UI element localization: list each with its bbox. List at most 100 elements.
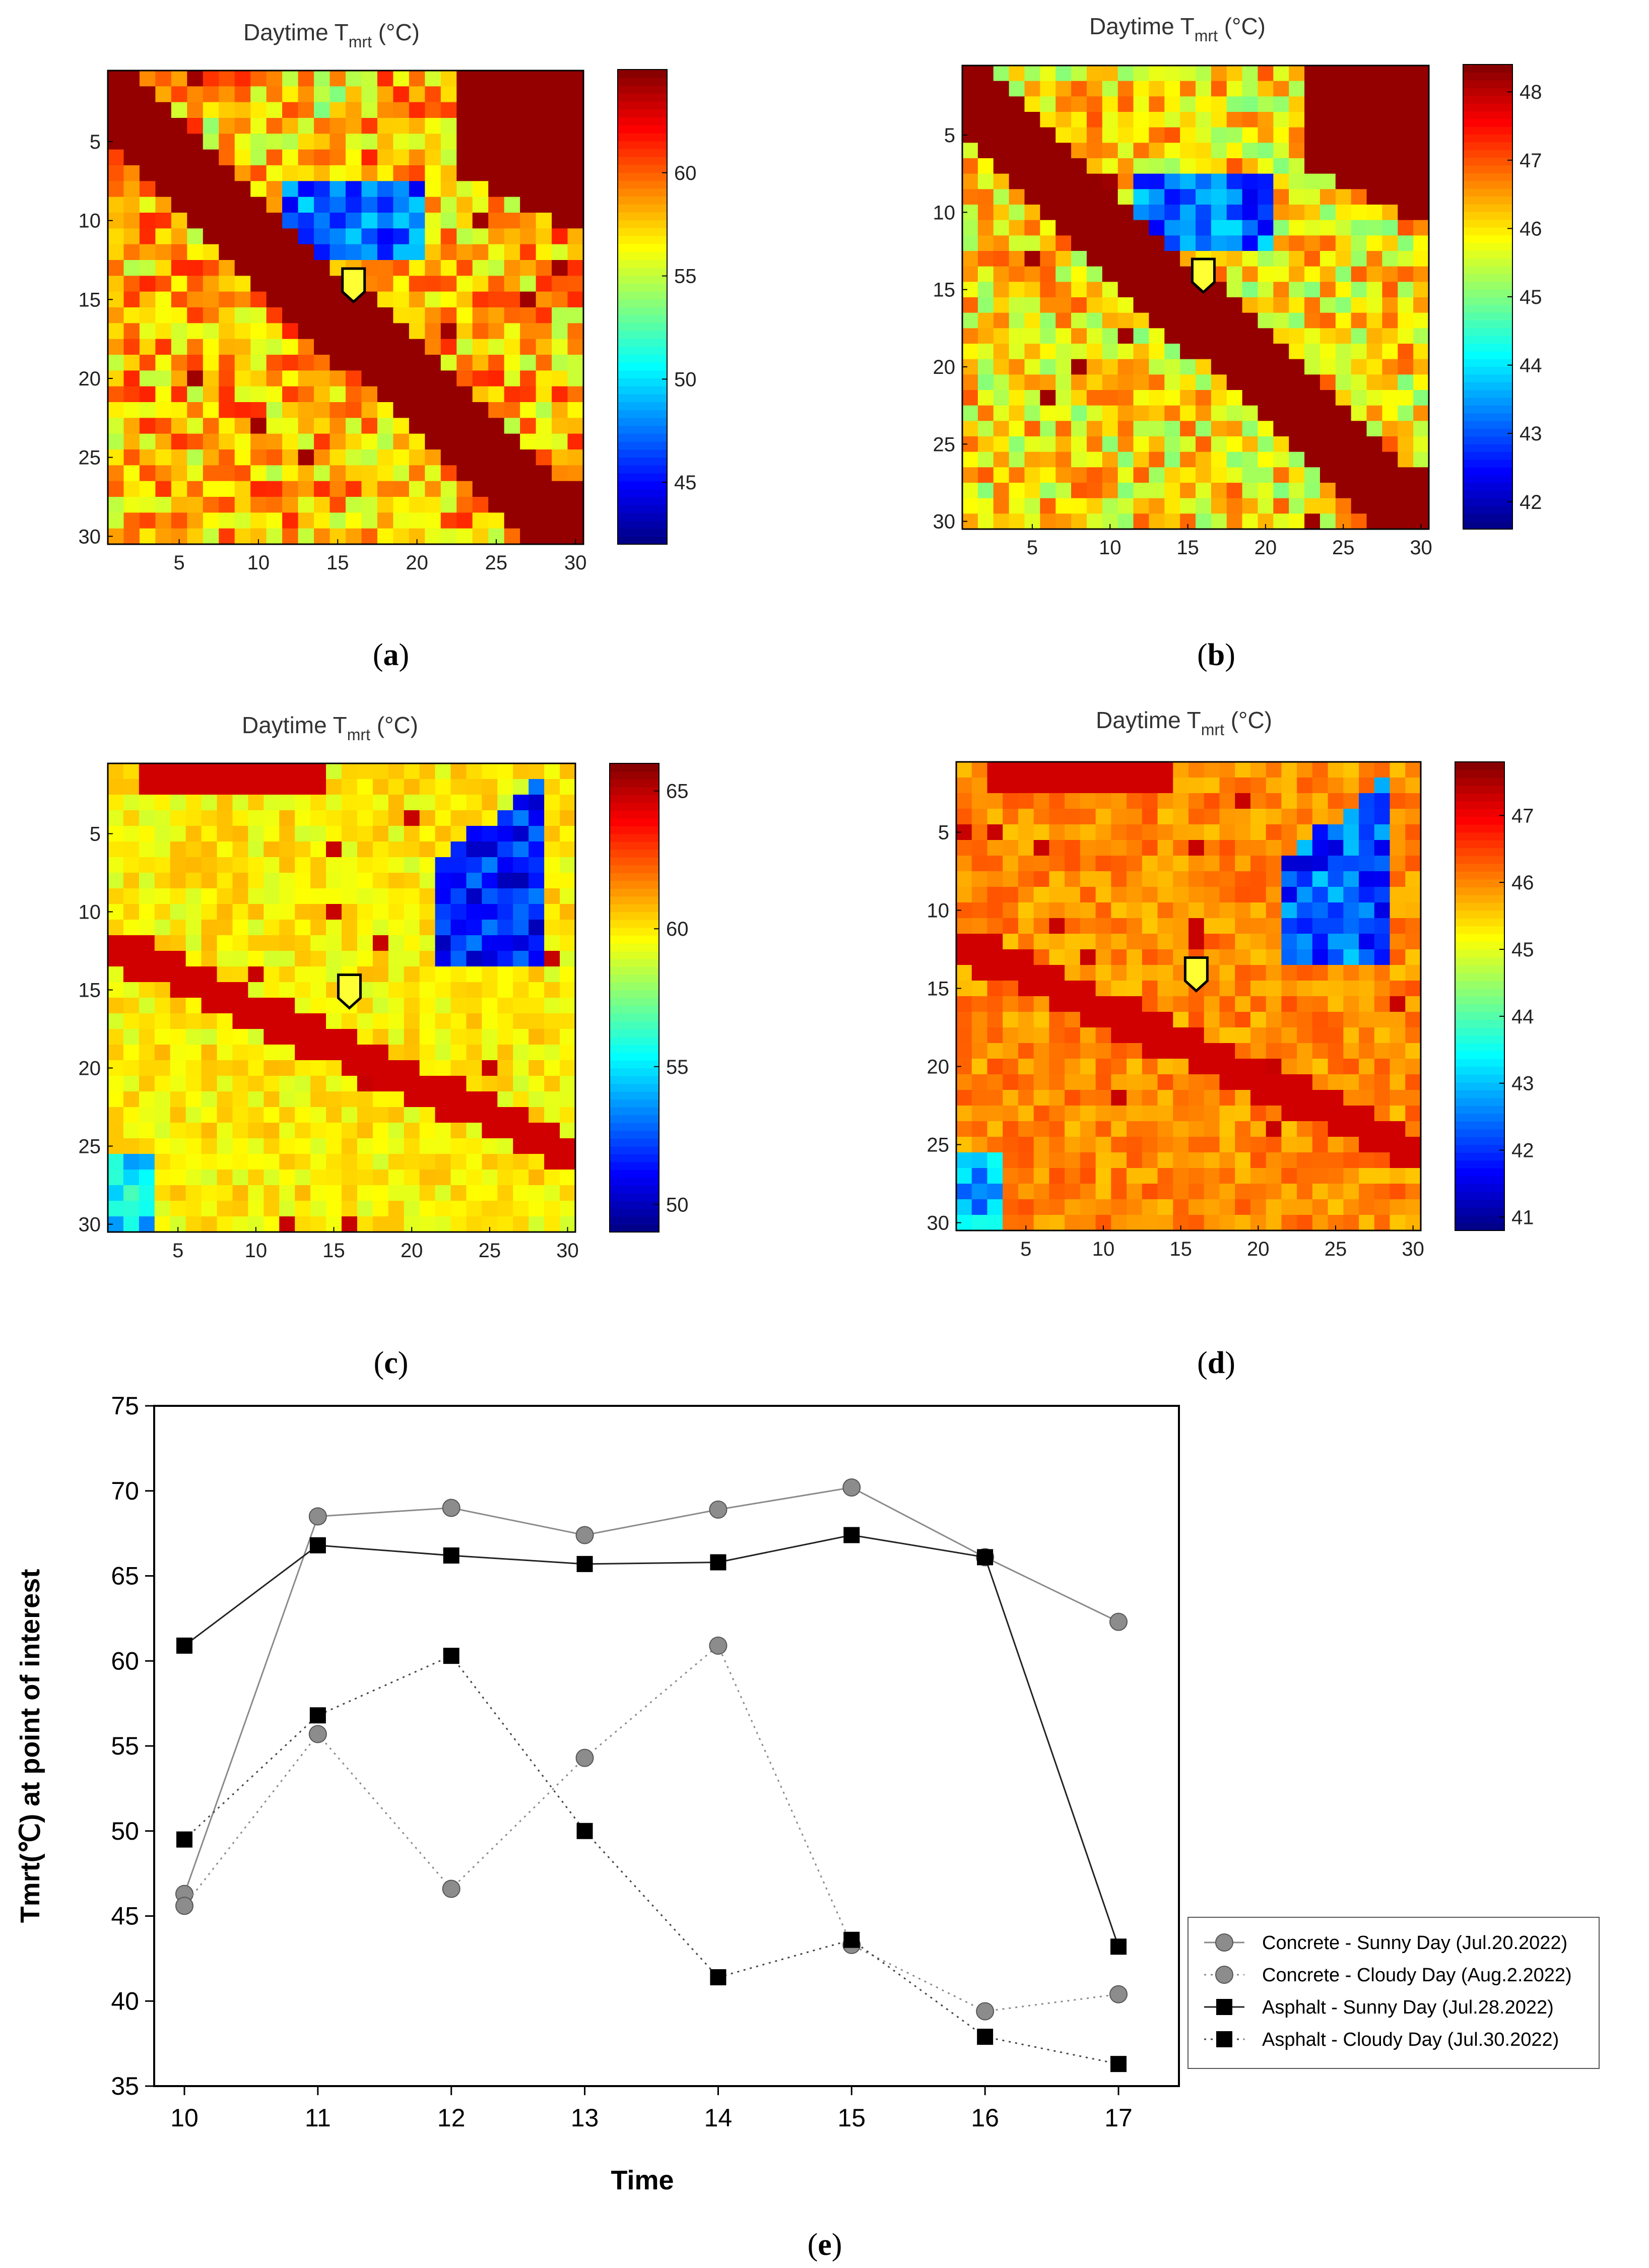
heatmap-cell (295, 1123, 311, 1139)
heatmap-cell (1003, 840, 1019, 856)
heatmap-cell (310, 935, 326, 951)
heatmap-cell (993, 451, 1010, 468)
heatmap-cell (1211, 297, 1227, 313)
heatmap-cell (1242, 297, 1259, 313)
heatmap-cell (361, 149, 378, 166)
colorbar-segment (610, 958, 659, 967)
heatmap-cell (203, 307, 219, 323)
heatmap-cell (993, 483, 1010, 499)
heatmap-cell (185, 966, 202, 983)
heatmap-cell (187, 449, 204, 466)
heatmap-cell (1117, 112, 1134, 128)
heatmap-cell (1320, 328, 1336, 344)
heatmap-cell (440, 197, 457, 213)
heatmap-cell (1180, 359, 1196, 375)
heatmap-cell (497, 998, 513, 1014)
heatmap-cell (1281, 981, 1297, 997)
heatmap-cell (1189, 793, 1205, 809)
heatmap-cell (1149, 483, 1165, 499)
heatmap-cell (1024, 266, 1040, 282)
heatmap-cell (1366, 282, 1382, 298)
heatmap-cell (1398, 451, 1414, 468)
heatmap-cell (1133, 436, 1149, 452)
heatmap-cell (1390, 1043, 1406, 1059)
heatmap-cell (1235, 1152, 1251, 1169)
heatmap-cell (536, 323, 552, 340)
heatmap-cell (1413, 297, 1429, 313)
heatmap-cell (497, 810, 513, 826)
heatmap-cell (488, 228, 505, 245)
colorbar-segment (610, 795, 659, 803)
heatmap-cell (971, 1012, 988, 1028)
heatmap-cell (170, 1185, 186, 1201)
heatmap-cell (1071, 421, 1087, 437)
heatmap-cell (513, 810, 529, 826)
heatmap-cell (1258, 282, 1274, 298)
heatmap-cell (342, 935, 358, 951)
heatmap-cell (1133, 96, 1149, 112)
heatmap-cell (170, 982, 186, 998)
colorbar-segment (618, 449, 667, 458)
heatmap-cell (282, 339, 299, 355)
heatmap-cell (279, 1091, 295, 1108)
legend-item: Concrete - Sunny Day (Jul.20.2022) (1204, 1932, 1567, 1954)
heatmap-cell (1049, 1121, 1065, 1137)
colorbar-segment (1455, 934, 1504, 942)
heatmap-cell (123, 118, 140, 134)
heatmap-cell (346, 355, 362, 371)
heatmap-cell (310, 1154, 326, 1170)
heatmap-cell (1189, 996, 1205, 1012)
heatmap-cell (513, 1154, 529, 1170)
heatmap-cell (1049, 1106, 1065, 1122)
heatmap-cell (1018, 949, 1034, 965)
heatmap-cell (1003, 965, 1019, 981)
heatmap-cell (1142, 934, 1158, 950)
heatmap-cell (993, 266, 1010, 282)
heatmap-cell (513, 763, 529, 780)
heatmap-cell (346, 102, 362, 118)
heatmap-cell (1235, 981, 1251, 997)
heatmap-cell (1173, 840, 1189, 856)
heatmap-cell (993, 405, 1010, 421)
heatmap-cell (342, 1185, 358, 1201)
heatmap-cell (1111, 809, 1127, 825)
heatmap-cell (326, 1107, 342, 1123)
y-tick-label: 50 (111, 1817, 139, 1845)
caption-b: (b) (1197, 638, 1235, 672)
heatmap-cell (1281, 809, 1297, 825)
heatmap-cell (1018, 1027, 1034, 1044)
heatmap-cell (1024, 112, 1040, 128)
heatmap-cell (232, 1091, 248, 1108)
heatmap-cell (1009, 344, 1025, 360)
heatmap-cell (1003, 981, 1019, 997)
heatmap-cell (1102, 251, 1118, 267)
heatmap-cell (440, 71, 457, 87)
heatmap-cell (977, 173, 994, 189)
heatmap-cell (1304, 112, 1321, 128)
heatmap-cell (203, 465, 219, 482)
heatmap-cell (1056, 251, 1072, 267)
heatmap-cell (187, 386, 204, 403)
heatmap-cell (472, 244, 489, 261)
heatmap-cell (219, 134, 235, 150)
heatmap-cell (123, 1123, 140, 1139)
heatmap-cell (1024, 344, 1040, 360)
heatmap-cell (326, 1076, 342, 1092)
heatmap-cell (248, 810, 264, 826)
y-tick-label: 40 (111, 1987, 139, 2015)
heatmap-cell (279, 982, 295, 998)
heatmap-cell (108, 998, 124, 1014)
heatmap-cell (1189, 1106, 1205, 1122)
heatmap-cell (971, 871, 988, 887)
legend: Concrete - Sunny Day (Jul.20.2022)Concre… (1188, 1917, 1600, 2069)
heatmap-cell (232, 841, 248, 858)
heatmap-cell (1382, 359, 1398, 375)
heatmap-cell (234, 197, 251, 213)
heatmap-cell (357, 1045, 373, 1061)
heatmap-cell (409, 102, 425, 118)
heatmap-cell (1211, 220, 1227, 236)
legend-item: Asphalt - Cloudy Day (Jul.30.2022) (1204, 2029, 1559, 2050)
heatmap-cell (1071, 235, 1087, 251)
heatmap-cell (1226, 158, 1243, 174)
heatmap-cell (361, 165, 378, 181)
